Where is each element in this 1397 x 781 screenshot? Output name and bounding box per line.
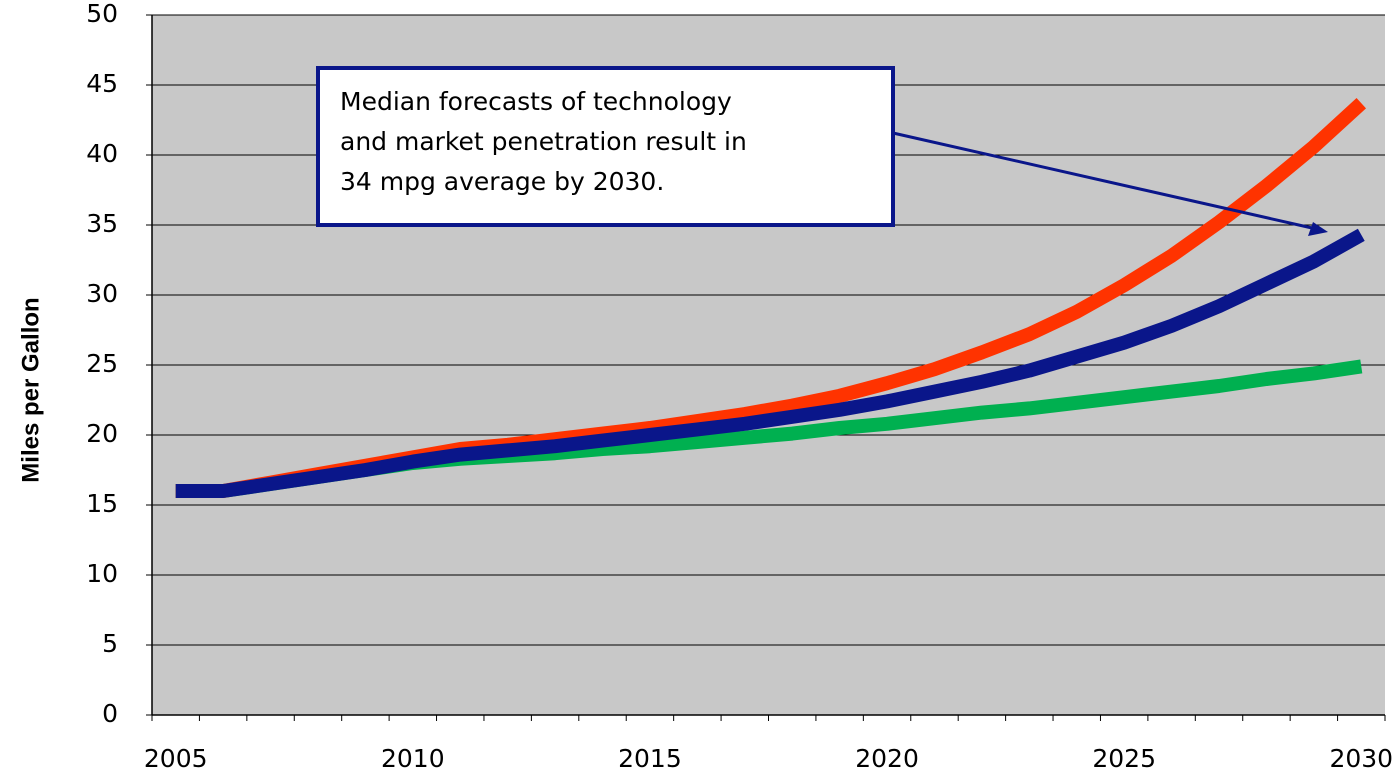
- y-tick-label: 50: [86, 0, 118, 28]
- y-tick-label: 35: [86, 209, 118, 238]
- x-tick-label: 2010: [381, 744, 445, 773]
- y-tick-label: 10: [86, 559, 118, 588]
- y-tick-label: 0: [102, 699, 118, 728]
- x-tick-label: 2015: [618, 744, 682, 773]
- x-tick-label: 2020: [855, 744, 919, 773]
- series-line: [175, 228, 1365, 498]
- annotation-text: and market penetration result in: [340, 127, 747, 156]
- arrow-head: [1308, 222, 1328, 236]
- y-tick-label: 5: [102, 629, 118, 658]
- y-tick-label: 25: [86, 349, 118, 378]
- y-tick-label: 45: [86, 69, 118, 98]
- y-tick-label: 20: [86, 419, 118, 448]
- x-tick-label: 2030: [1329, 744, 1393, 773]
- annotation-text: 34 mpg average by 2030.: [340, 167, 664, 196]
- y-tick-label: 15: [86, 489, 118, 518]
- x-tick-label: 2025: [1092, 744, 1156, 773]
- y-axis-title: Miles per Gallon: [17, 297, 44, 482]
- y-tick-label: 40: [86, 139, 118, 168]
- annotation-text: Median forecasts of technology: [340, 87, 732, 116]
- y-tick-label: 30: [86, 279, 118, 308]
- annotation-box: [316, 66, 895, 227]
- lines: [175, 98, 1367, 498]
- annotation-arrow: [892, 131, 1313, 230]
- x-tick-label: 2005: [144, 744, 208, 773]
